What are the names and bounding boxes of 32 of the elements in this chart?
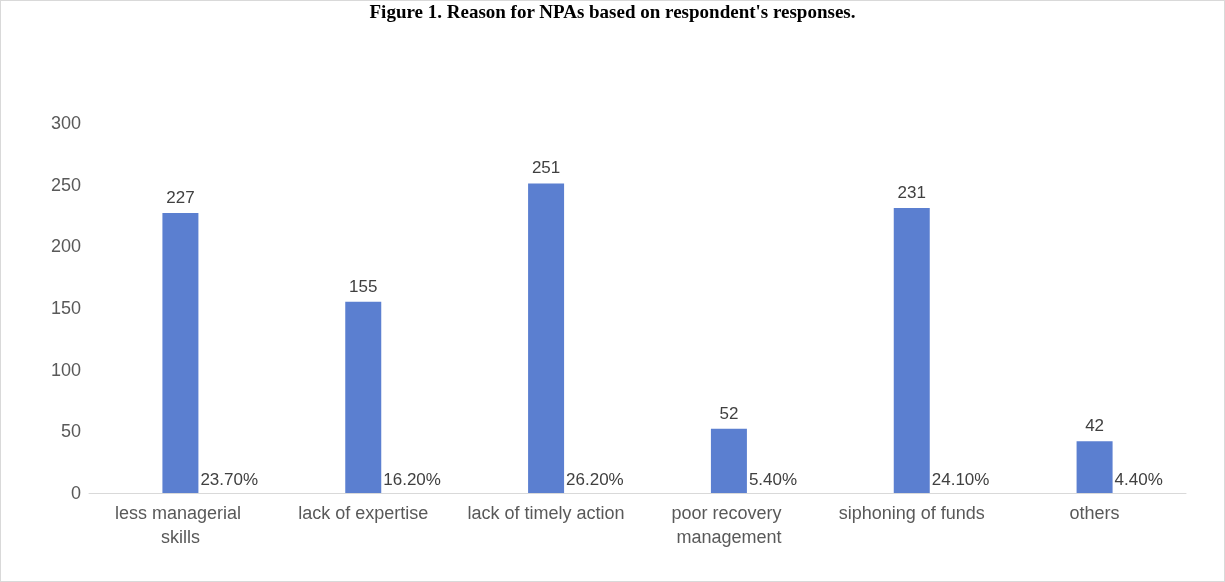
bar xyxy=(710,428,747,493)
y-tick-label: 50 xyxy=(60,421,81,442)
x-tick-label: less managerial skills xyxy=(114,503,246,547)
chart-title: Figure 1. Reason for NPAs based on respondent's responses. xyxy=(369,1,856,22)
data-label: 227 xyxy=(166,188,195,208)
annotation: 16.20% xyxy=(383,470,441,489)
bar xyxy=(528,183,565,493)
annotation: 5.40% xyxy=(748,470,798,489)
y-tick-label: 150 xyxy=(50,298,81,318)
annotation: 24.10% xyxy=(931,470,990,489)
x-tick-label: lack of expertise xyxy=(298,503,429,523)
annotation: 26.20% xyxy=(566,470,624,489)
annotation: 4.40% xyxy=(1114,470,1163,489)
y-tick-label: 100 xyxy=(50,359,81,380)
data-label: 42 xyxy=(1085,416,1105,436)
y-tick-label: 300 xyxy=(50,113,81,133)
data-label: 52 xyxy=(719,403,739,423)
x-tick-label: siphoning of funds xyxy=(838,503,985,523)
annotation: 23.70% xyxy=(200,470,259,489)
data-label: 231 xyxy=(897,183,926,203)
y-tick-label: 250 xyxy=(50,174,81,195)
bar xyxy=(893,208,930,493)
data-label: 155 xyxy=(349,276,378,296)
x-tick-label: lack of timely action xyxy=(467,503,625,523)
bar xyxy=(1076,441,1113,493)
data-label: 251 xyxy=(531,158,561,178)
x-tick-label: others xyxy=(1069,503,1120,523)
x-tick-label: poor recovery management xyxy=(671,503,787,547)
y-tick-label: 200 xyxy=(50,236,81,257)
bar xyxy=(162,213,199,493)
bar xyxy=(345,301,382,493)
y-tick-label: 0 xyxy=(70,483,81,503)
